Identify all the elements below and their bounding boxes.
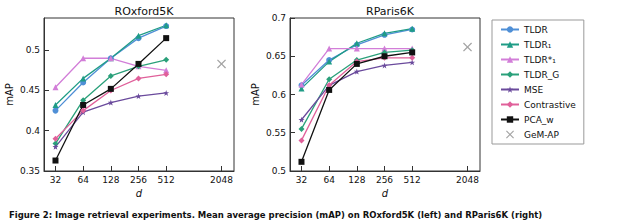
svg-text:2048: 2048: [456, 175, 479, 185]
svg-text:Figure 2: Image retrieval expe: Figure 2: Image retrieval experiments. M…: [9, 210, 542, 220]
svg-text:256: 256: [376, 175, 393, 185]
svg-text:TLDR_G: TLDR_G: [523, 70, 559, 80]
svg-text:64: 64: [323, 175, 335, 185]
svg-text:0.4: 0.4: [26, 126, 41, 136]
svg-text:128: 128: [102, 175, 119, 185]
svg-text:0.65: 0.65: [266, 51, 286, 61]
svg-text:mAP: mAP: [250, 83, 261, 106]
svg-text:mAP: mAP: [4, 83, 15, 106]
svg-text:512: 512: [404, 175, 421, 185]
svg-text:0.6: 0.6: [272, 90, 287, 100]
svg-text:0.7: 0.7: [272, 13, 286, 23]
svg-text:d: d: [382, 188, 389, 199]
svg-text:TLDR: TLDR: [523, 25, 548, 35]
svg-text:64: 64: [77, 175, 89, 185]
svg-text:0.5: 0.5: [26, 45, 40, 55]
svg-text:Contrastive: Contrastive: [524, 100, 576, 110]
svg-text:32: 32: [50, 175, 61, 185]
svg-text:32: 32: [296, 175, 307, 185]
svg-text:256: 256: [130, 175, 147, 185]
svg-text:RParis6K: RParis6K: [366, 5, 415, 18]
svg-text:2048: 2048: [210, 175, 233, 185]
svg-text:0.5: 0.5: [272, 166, 286, 176]
svg-text:d: d: [136, 188, 143, 199]
svg-text:PCA_w: PCA_w: [524, 115, 554, 125]
svg-text:512: 512: [158, 175, 175, 185]
svg-text:0.45: 0.45: [20, 85, 40, 95]
svg-text:128: 128: [348, 175, 365, 185]
svg-text:MSE: MSE: [524, 85, 543, 95]
svg-text:TLDR₁: TLDR₁: [523, 40, 552, 50]
svg-text:ROxford5K: ROxford5K: [115, 5, 175, 18]
svg-text:0.55: 0.55: [266, 128, 286, 138]
svg-text:TLDR*₁: TLDR*₁: [523, 55, 556, 65]
svg-text:GeM-AP: GeM-AP: [524, 130, 559, 140]
svg-text:0.35: 0.35: [20, 166, 40, 176]
